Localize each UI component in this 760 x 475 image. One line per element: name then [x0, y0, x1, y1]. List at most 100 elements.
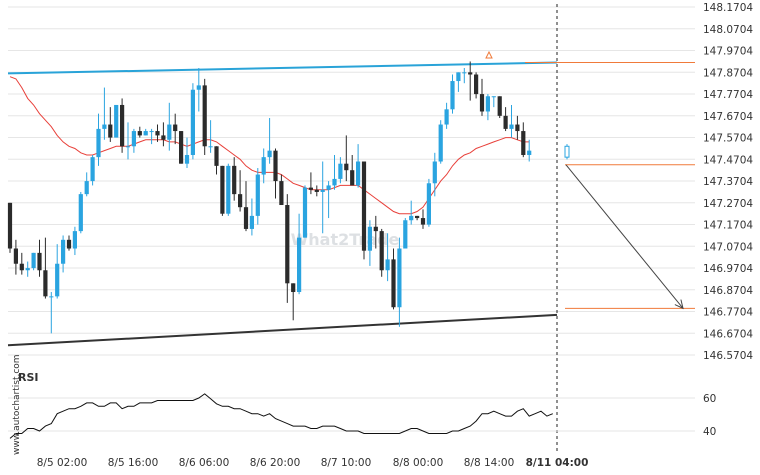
candle-body [267, 150, 272, 158]
forecast-candle-body [564, 145, 570, 158]
time-tick-label: 8/8 14:00 [464, 457, 515, 469]
candle-body [125, 146, 131, 148]
rsi-line [9, 393, 553, 439]
candle-body [143, 131, 148, 136]
candle-body [438, 124, 443, 162]
candle-body [515, 124, 520, 132]
candle-body [297, 237, 302, 293]
candle-body [232, 165, 237, 195]
price-tick-label: 147.6704 [703, 111, 753, 123]
candle-body [409, 215, 414, 221]
price-tick-label: 147.9704 [703, 46, 753, 58]
candle-body [373, 226, 378, 232]
candle-body [456, 72, 461, 82]
candle-body [367, 226, 372, 251]
candle-body [320, 189, 325, 192]
candle-body [273, 150, 278, 182]
rsi-panel: RSI 60 40 [8, 371, 716, 439]
candle-body [279, 181, 284, 206]
candle-body [120, 104, 125, 147]
resistance-line [7, 61, 558, 75]
price-tick-label: 147.5704 [703, 133, 753, 145]
candle-body [426, 183, 431, 225]
candle-body [485, 96, 490, 112]
price-tick-label: 147.0704 [703, 241, 753, 253]
candle-body [90, 157, 95, 182]
candles [7, 61, 532, 334]
time-axis: 8/5 02:00 8/5 16:00 8/6 06:00 8/6 20:00 8/7 … [37, 457, 589, 469]
candle-body [479, 94, 485, 112]
price-tick-label: 146.7704 [703, 307, 753, 319]
side-watermark: www.autochartist.com [12, 354, 22, 455]
candle-body [338, 163, 343, 179]
candle-body [25, 268, 30, 271]
candle-body [350, 170, 355, 186]
candle-body [361, 161, 367, 251]
candle-body [61, 239, 66, 264]
candle-body [379, 231, 384, 271]
candle-body [131, 131, 136, 147]
projection-arrowhead [674, 299, 684, 310]
candle-body [66, 239, 72, 249]
candle-body [238, 194, 243, 208]
time-tick-label: 8/5 02:00 [37, 457, 88, 469]
rsi-tick-label: 60 [703, 393, 716, 405]
candle-body [243, 207, 249, 229]
center-watermark: What2Trade [291, 230, 400, 249]
candle-body [391, 259, 396, 308]
annotations [485, 4, 695, 452]
candle-body [397, 248, 402, 308]
candle-body [161, 135, 166, 140]
candle-body [521, 131, 526, 155]
candle-body [249, 215, 254, 229]
candle-body [497, 96, 502, 116]
candle-body [137, 131, 142, 136]
price-tick-label: 146.5704 [703, 350, 753, 362]
candle-body [450, 81, 455, 110]
candle-body [527, 150, 532, 155]
candle-body [332, 178, 337, 186]
candle-body [43, 270, 48, 297]
candle-body [326, 185, 331, 190]
candle-body [491, 96, 496, 98]
candle-body [356, 161, 361, 186]
candle-body [509, 124, 514, 129]
candle-body [31, 252, 36, 269]
candle-body [84, 181, 89, 195]
candle-body [96, 128, 101, 158]
price-tick-label: 146.6704 [703, 328, 753, 340]
candle-body [173, 124, 178, 132]
candle-body [314, 189, 319, 192]
candle-body [155, 131, 160, 136]
candle-body [432, 161, 437, 184]
candle-body [403, 220, 408, 249]
time-tick-label: 8/11 04:00 [526, 457, 589, 469]
candle-body [49, 296, 54, 298]
candle-body [474, 74, 479, 95]
projection-arrow [565, 164, 684, 309]
candle-body [196, 85, 201, 90]
candle-body [420, 218, 426, 225]
candle-body [72, 231, 77, 249]
price-tick-label: 147.3704 [703, 176, 753, 188]
pattern-lines [7, 61, 558, 347]
candle-body [78, 194, 83, 232]
candle-body [220, 165, 225, 214]
price-tick-label: 146.9704 [703, 263, 753, 275]
candle-body [114, 104, 119, 138]
candle-body [149, 131, 154, 133]
rsi-label: RSI [18, 371, 39, 384]
time-tick-label: 8/5 16:00 [108, 457, 159, 469]
price-tick-label: 148.1704 [703, 2, 753, 14]
time-tick-label: 8/8 00:00 [393, 457, 444, 469]
candle-body [7, 202, 13, 249]
candle-body [285, 205, 290, 284]
candle-body [344, 163, 349, 171]
candle-body [415, 215, 420, 219]
price-tick-label: 146.8704 [703, 285, 753, 297]
candle-body [184, 154, 190, 164]
candle-body [208, 146, 213, 148]
price-tick-label: 147.1704 [703, 220, 753, 232]
